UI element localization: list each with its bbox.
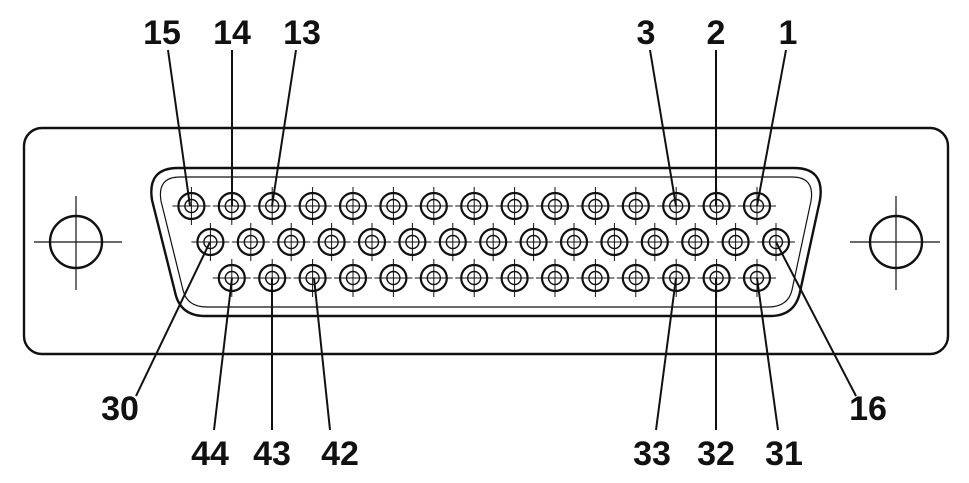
pin-22 xyxy=(514,223,553,261)
pin-40 xyxy=(374,259,413,297)
pin-37 xyxy=(495,259,534,297)
pin-28 xyxy=(272,223,311,261)
leader-pin-30 xyxy=(135,241,211,397)
label-pin-30: 30 xyxy=(101,390,139,428)
leader-pin-13 xyxy=(271,49,297,207)
pin-11 xyxy=(334,187,372,225)
mounting-hole-right xyxy=(850,196,940,290)
pin-33 xyxy=(657,259,696,297)
pin-18 xyxy=(676,223,715,261)
leader-pin-44 xyxy=(213,277,233,431)
pin-7 xyxy=(495,187,534,225)
pin-25 xyxy=(393,223,432,261)
label-pin-16: 16 xyxy=(849,390,887,428)
leader-pin-33 xyxy=(655,277,677,431)
pin-5 xyxy=(576,187,615,225)
label-pin-1: 1 xyxy=(779,14,798,52)
pin-23 xyxy=(474,223,513,261)
leader-pin-3 xyxy=(649,49,677,207)
leader-pin-42 xyxy=(313,277,331,431)
label-pin-43: 43 xyxy=(253,435,291,473)
label-pin-33: 33 xyxy=(633,435,671,473)
pin-4 xyxy=(616,187,655,225)
pin-38 xyxy=(455,259,494,297)
pin-3 xyxy=(657,187,696,225)
pin-21 xyxy=(555,223,593,261)
pin-8 xyxy=(455,187,494,225)
label-pin-3: 3 xyxy=(637,14,656,52)
pin-30 xyxy=(191,223,230,261)
label-pin-32: 32 xyxy=(697,435,735,473)
label-pin-42: 42 xyxy=(321,435,359,473)
label-pin-31: 31 xyxy=(765,435,803,473)
leader-pin-16 xyxy=(775,241,857,397)
connector-shell-inner xyxy=(159,176,813,308)
pin-19 xyxy=(635,223,674,261)
pin-10 xyxy=(374,187,413,225)
pin-27 xyxy=(312,223,351,261)
connector-flange xyxy=(22,126,950,356)
mounting-hole-left xyxy=(34,196,122,290)
pin-12 xyxy=(293,187,332,225)
leader-lines xyxy=(135,49,857,431)
pin-20 xyxy=(595,223,634,261)
label-pin-44: 44 xyxy=(191,435,229,473)
pin-41 xyxy=(334,259,372,297)
pin-9 xyxy=(414,187,453,225)
leader-pin-1 xyxy=(756,49,787,207)
pin-17 xyxy=(716,223,755,261)
label-pin-14: 14 xyxy=(213,14,251,52)
pin-35 xyxy=(576,259,615,297)
pin-15 xyxy=(172,187,211,225)
bottom-pin-labels: 30 44 43 42 33 32 31 16 xyxy=(101,390,887,473)
pin-29 xyxy=(231,223,270,261)
pin-26 xyxy=(353,223,391,261)
leader-pin-31 xyxy=(756,277,779,431)
label-pin-13: 13 xyxy=(283,14,321,52)
connector-shell-outer xyxy=(150,166,822,318)
pin-42 xyxy=(293,259,332,297)
label-pin-15: 15 xyxy=(143,14,181,52)
label-pin-2: 2 xyxy=(707,14,726,52)
pin-39 xyxy=(414,259,453,297)
top-pin-labels: 15 14 13 3 2 1 xyxy=(143,14,797,52)
pin-6 xyxy=(536,187,574,225)
pin-array xyxy=(172,187,795,297)
leader-pin-15 xyxy=(167,49,191,207)
pin-36 xyxy=(536,259,574,297)
pin-34 xyxy=(616,259,655,297)
pin-24 xyxy=(433,223,472,261)
